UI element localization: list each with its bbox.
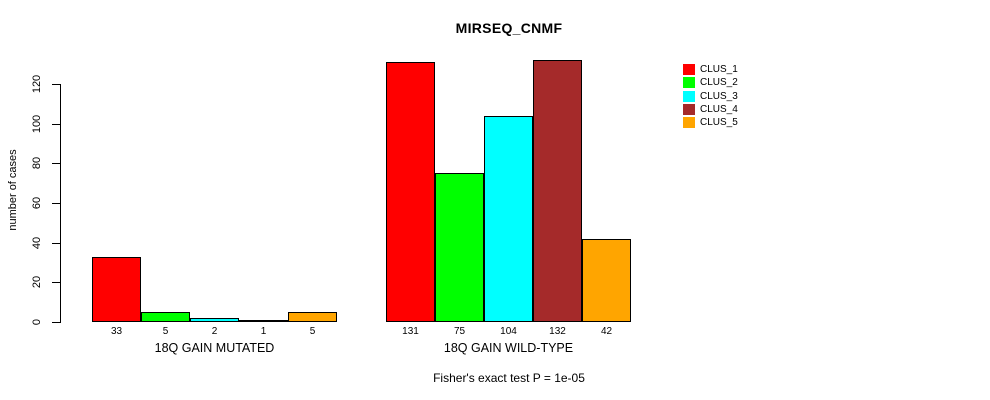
legend-swatch [683, 104, 695, 116]
bar-value-label: 104 [500, 326, 517, 337]
y-tick-label: 60 [31, 196, 43, 210]
bar-clus_2-group2 [435, 173, 484, 322]
y-tick-mark [52, 163, 60, 165]
y-tick-label: 0 [31, 318, 43, 326]
bar-value-label: 5 [162, 326, 169, 337]
bar-value-label: 1 [260, 326, 267, 337]
bar-value-label: 42 [600, 326, 613, 337]
bar-clus_3-group1 [190, 318, 239, 322]
bar-clus_1-group2 [386, 62, 435, 322]
legend-swatch [683, 90, 695, 102]
group-label: 18Q GAIN MUTATED [154, 341, 275, 355]
legend-entry: CLUS_1 [683, 63, 738, 76]
bar-value-label: 75 [453, 326, 466, 337]
y-tick-mark [52, 282, 60, 284]
bar-clus_5-group1 [288, 312, 337, 322]
legend-label: CLUS_1 [700, 64, 738, 76]
legend-label: CLUS_5 [700, 117, 738, 129]
bar-value-label: 2 [211, 326, 218, 337]
bar-value-label: 132 [549, 326, 566, 337]
legend-label: CLUS_4 [700, 104, 738, 116]
y-tick-mark [52, 123, 60, 125]
chart-title: MIRSEQ_CNMF [455, 20, 563, 36]
legend-swatch [683, 64, 695, 76]
group-label: 18Q GAIN WILD-TYPE [443, 341, 574, 355]
y-tick-mark [52, 84, 60, 85]
y-tick-mark [52, 322, 60, 323]
bar-value-label: 33 [110, 326, 123, 337]
y-tick-label: 120 [31, 74, 43, 94]
legend-label: CLUS_2 [700, 77, 738, 89]
bar-clus_2-group1 [141, 312, 190, 322]
legend: CLUS_1 CLUS_2 CLUS_3 CLUS_4 CLUS_5 [683, 63, 738, 129]
bar-clus_5-group2 [582, 238, 631, 322]
legend-entry: CLUS_4 [683, 103, 738, 116]
y-axis-line [60, 84, 61, 323]
legend-swatch [683, 117, 695, 129]
y-tick-label: 20 [31, 276, 43, 289]
y-tick-label: 100 [31, 114, 43, 133]
bar-value-label: 131 [402, 326, 419, 337]
legend-label: CLUS_3 [700, 90, 738, 102]
y-axis-label: number of cases [7, 149, 19, 231]
legend-entry: CLUS_3 [683, 90, 738, 103]
y-tick-mark [52, 203, 60, 204]
legend-entry: CLUS_5 [683, 116, 738, 129]
legend-swatch [683, 77, 695, 89]
y-tick-mark [52, 242, 60, 244]
legend-entry: CLUS_2 [683, 76, 738, 89]
bar-value-label: 5 [309, 326, 316, 337]
y-tick-label: 40 [31, 236, 43, 249]
bar-clus_1-group1 [92, 256, 141, 322]
fisher-test-annotation: Fisher's exact test P = 1e-05 [433, 371, 585, 385]
bar-clus_3-group2 [484, 115, 533, 322]
bar-clus_4-group2 [533, 60, 582, 322]
y-tick-label: 80 [31, 157, 43, 170]
bar-clus_4-group1 [239, 320, 288, 322]
